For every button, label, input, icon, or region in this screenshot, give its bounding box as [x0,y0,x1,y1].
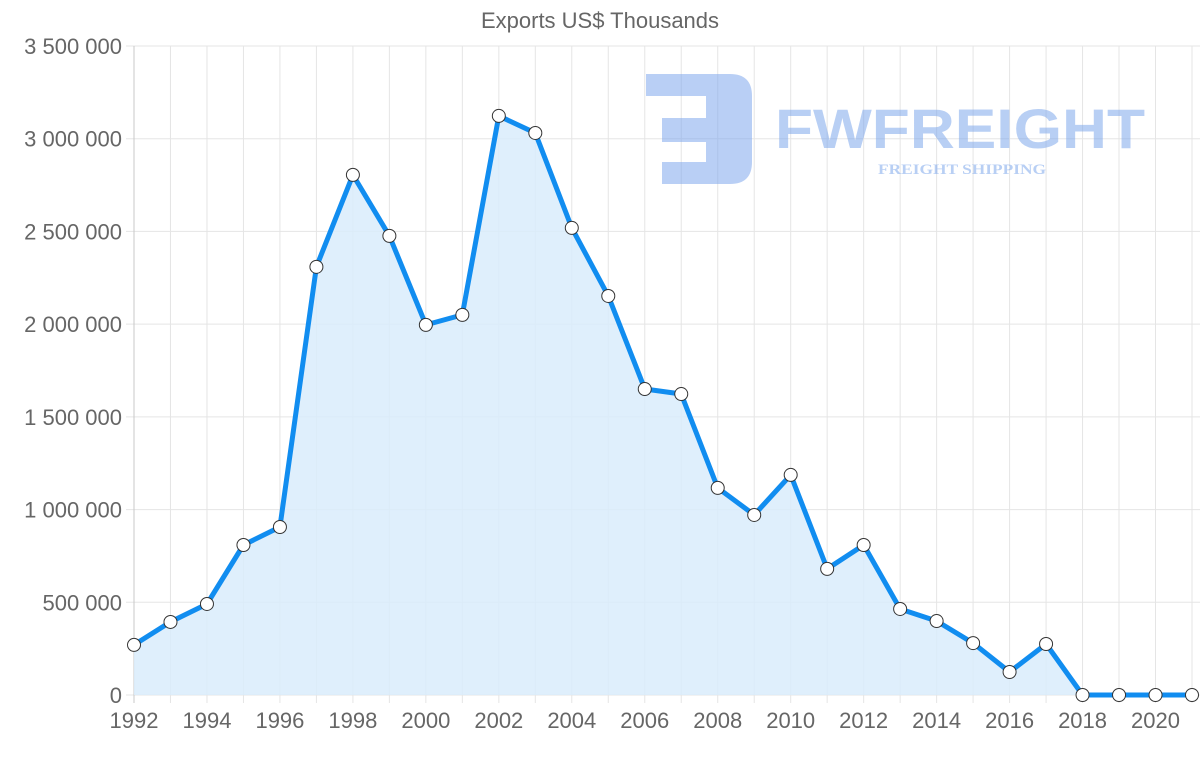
data-point-1999[interactable] [382,228,397,243]
data-point-1998[interactable] [345,167,360,182]
data-point-1993[interactable] [163,614,178,629]
data-point-1994[interactable] [199,596,214,611]
x-tick-label: 1998 [328,708,377,733]
x-tick-label: 2004 [547,708,596,733]
x-tick-label: 2018 [1058,708,1107,733]
x-tick-label: 2012 [839,708,888,733]
x-axis-ticks: 1992 1994 1996 1998 2000 2002 2004 2006 2008 2010… [110,708,1180,733]
x-tick-label: 2002 [474,708,523,733]
fwfreight-watermark-logo: FWFREIGHT FREIGHT SHIPPING [646,74,1145,184]
x-tick-label: 2008 [693,708,742,733]
area-fill [134,115,1192,695]
x-tick-label: 1994 [182,708,231,733]
data-point-2010[interactable] [783,467,798,482]
data-point-2013[interactable] [893,601,908,616]
x-tick-label: 2000 [401,708,450,733]
x-tick-label: 2020 [1131,708,1180,733]
y-axis-ticks: 0 500 000 1 000 000 1 500 000 2 000 000 2 500… [24,34,122,708]
data-point-1995[interactable] [236,537,251,552]
data-point-2015[interactable] [966,636,981,651]
data-point-2018[interactable] [1075,688,1090,702]
data-point-2021[interactable] [1185,688,1199,702]
data-point-2009[interactable] [747,507,762,522]
data-point-2011[interactable] [820,561,835,576]
y-tick-label: 2 500 000 [24,219,122,244]
chart-title: Exports US$ Thousands [480,8,720,33]
y-tick-label: 3 500 000 [24,34,122,59]
data-point-2020[interactable] [1148,688,1163,702]
data-point-2000[interactable] [418,317,433,332]
x-tick-label: 2010 [766,708,815,733]
watermark-brand: FWFREIGHT [775,97,1145,160]
x-tick-label: 2016 [985,708,1034,733]
data-point-2005[interactable] [601,288,616,303]
y-tick-label: 1 000 000 [24,498,122,523]
x-tick-label: 2006 [620,708,669,733]
watermark-tagline: FREIGHT SHIPPING [878,162,1046,178]
data-point-2017[interactable] [1039,637,1054,652]
data-points [127,108,1199,702]
data-point-2003[interactable] [528,125,543,140]
data-point-2002[interactable] [491,108,506,123]
data-point-2012[interactable] [856,537,871,552]
data-point-1996[interactable] [272,520,287,535]
data-point-2004[interactable] [564,220,579,235]
data-point-1997[interactable] [309,259,324,274]
data-point-2019[interactable] [1112,688,1127,702]
data-point-2008[interactable] [710,480,725,495]
data-point-2014[interactable] [929,614,944,629]
data-line [132,113,1192,698]
x-tick-label: 2014 [912,708,961,733]
y-tick-label: 3 000 000 [24,127,122,152]
x-tick-label: 1996 [255,708,304,733]
data-point-2001[interactable] [455,307,470,322]
data-point-1992[interactable] [127,637,141,652]
data-point-2016[interactable] [1002,665,1017,680]
logo-mark-icon [646,74,752,184]
y-tick-label: 2 000 000 [24,312,122,337]
y-tick-label: 500 000 [42,590,122,615]
data-point-2006[interactable] [637,382,652,397]
data-point-2007[interactable] [674,387,689,402]
x-tick-label: 1992 [110,708,159,733]
y-tick-label: 0 [110,683,122,708]
y-tick-label: 1 500 000 [24,405,122,430]
